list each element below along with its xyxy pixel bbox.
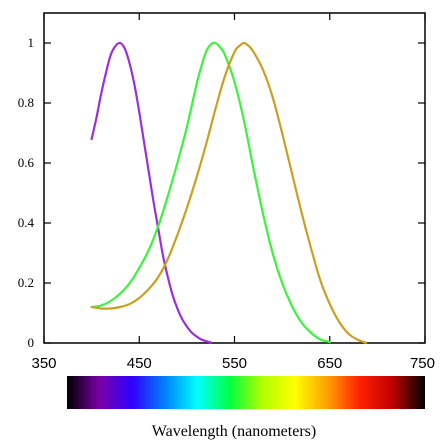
x-axis-title: Wavelength (nanometers) xyxy=(152,423,316,440)
x-axis: 350 450 550 650 750 xyxy=(31,13,435,372)
x-tick-label: 550 xyxy=(222,355,247,372)
x-tick-label: 450 xyxy=(127,355,152,372)
y-axis: 0 0.2 0.4 0.6 0.8 1 xyxy=(18,35,425,350)
series-line-2 xyxy=(90,41,331,344)
y-tick-label: 0.6 xyxy=(18,155,35,170)
x-tick-label: 750 xyxy=(410,355,435,372)
y-tick-label: 1 xyxy=(28,35,35,50)
y-tick-label: 0.8 xyxy=(18,95,34,110)
y-tick-label: 0.2 xyxy=(18,275,34,290)
series-layer xyxy=(90,41,368,344)
y-tick-label: 0 xyxy=(28,335,35,350)
series-line-1 xyxy=(90,41,212,344)
y-tick-label: 0.4 xyxy=(18,215,35,230)
wavelength-spectrum-colorbar xyxy=(67,376,425,409)
series-line-3 xyxy=(90,41,368,344)
x-tick-label: 350 xyxy=(31,355,56,372)
x-tick-label: 650 xyxy=(317,355,342,372)
plot-frame xyxy=(43,12,426,344)
